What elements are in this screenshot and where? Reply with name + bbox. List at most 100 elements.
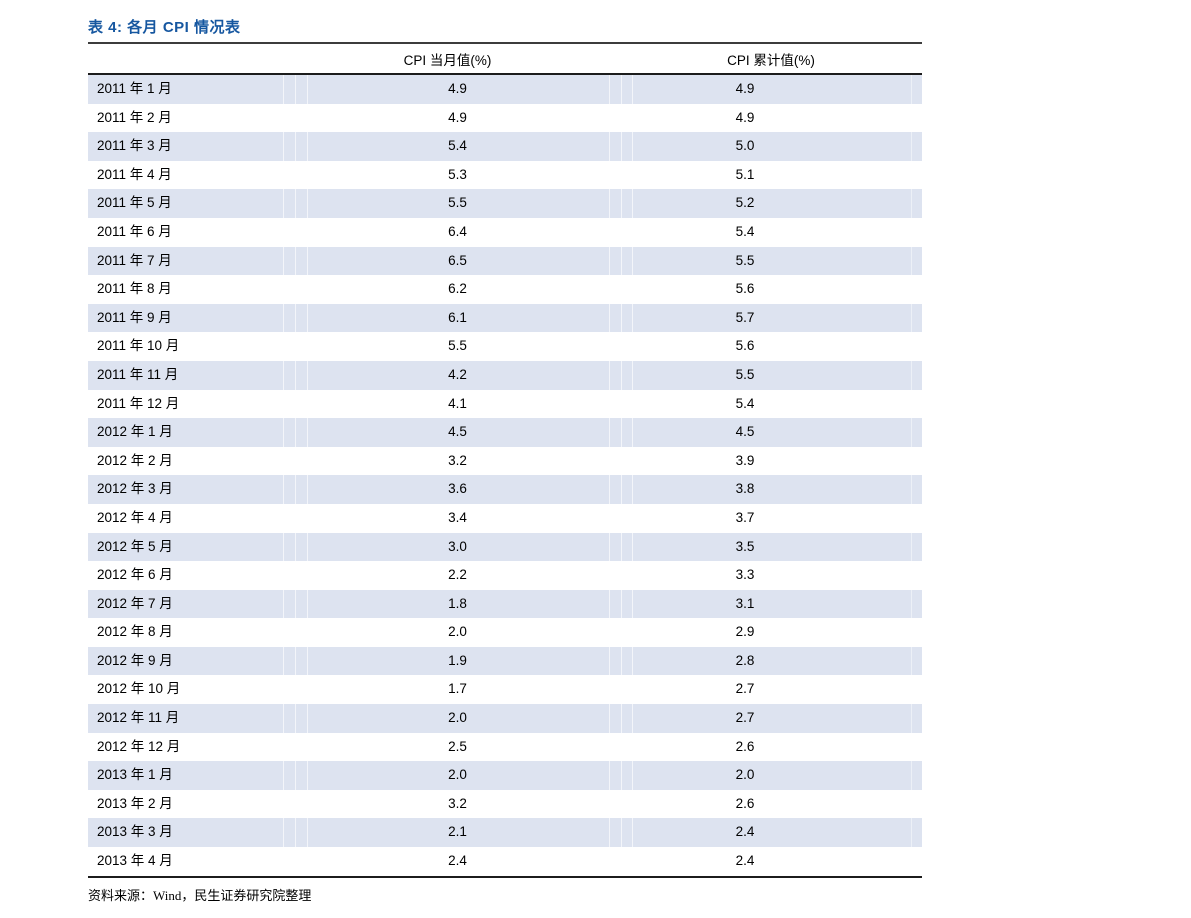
cpi-current-cell: 5.4 — [448, 138, 467, 154]
cpi-current-cell: 6.4 — [448, 223, 467, 239]
table-row: 2012 年 8 月 2.0 2.9 — [88, 618, 922, 647]
cpi-current-cell: 2.0 — [448, 624, 467, 640]
month-cell: 2011 年 4 月 — [97, 166, 172, 182]
month-cell: 2013 年 4 月 — [97, 853, 173, 869]
month-cell: 2012 年 6 月 — [97, 567, 173, 583]
cpi-cumulative-cell: 2.6 — [735, 795, 755, 811]
cpi-cumulative-cell: 2.7 — [735, 710, 755, 726]
cpi-cumulative-cell: 5.6 — [735, 338, 755, 354]
cpi-current-cell: 4.2 — [448, 366, 467, 382]
cpi-current-cell: 1.9 — [448, 652, 467, 668]
cpi-current-cell: 2.5 — [448, 738, 467, 754]
cpi-cumulative-cell: 5.4 — [735, 395, 755, 411]
table-row: 2011 年 4 月 5.3 5.1 — [88, 161, 922, 190]
cpi-cumulative-cell: 3.7 — [735, 509, 755, 525]
table-row: 2011 年 10 月 5.5 5.6 — [88, 332, 922, 361]
cpi-current-cell: 4.9 — [448, 81, 467, 96]
cpi-cumulative-cell: 5.1 — [735, 166, 755, 182]
table-row: 2012 年 4 月 3.4 3.7 — [88, 504, 922, 533]
cpi-current-cell: 4.9 — [448, 109, 467, 125]
cpi-cumulative-cell: 5.5 — [735, 366, 755, 382]
table-row: 2012 年 3 月 3.6 3.8 — [88, 475, 922, 504]
table-row: 2011 年 12 月 4.1 5.4 — [88, 390, 922, 419]
table-header: CPI 当月值(%) CPI 累计值(%) — [88, 44, 922, 75]
month-cell: 2012 年 9 月 — [97, 652, 173, 668]
month-cell: 2011 年 7 月 — [97, 252, 172, 268]
table-row: 2013 年 4 月 2.4 2.4 — [88, 847, 922, 876]
cpi-cumulative-cell: 3.3 — [735, 567, 755, 583]
month-cell: 2011 年 1 月 — [97, 81, 172, 96]
month-cell: 2012 年 10 月 — [97, 681, 181, 697]
cpi-current-cell: 2.1 — [448, 824, 467, 840]
table-row: 2012 年 6 月 2.2 3.3 — [88, 561, 922, 590]
table-row: 2012 年 10 月 1.7 2.7 — [88, 675, 922, 704]
cpi-cumulative-cell: 3.1 — [735, 595, 755, 611]
cpi-current-cell: 5.3 — [448, 166, 467, 182]
cpi-current-cell: 4.1 — [448, 395, 467, 411]
month-cell: 2011 年 2 月 — [97, 109, 172, 125]
cpi-current-cell: 6.5 — [448, 252, 467, 268]
cpi-cumulative-cell: 5.4 — [735, 223, 755, 239]
cpi-current-cell: 2.0 — [448, 767, 467, 783]
month-cell: 2013 年 3 月 — [97, 824, 173, 840]
table-row: 2011 年 11 月 4.2 5.5 — [88, 360, 922, 390]
cpi-cumulative-cell: 2.4 — [735, 853, 755, 869]
month-cell: 2012 年 5 月 — [97, 538, 173, 554]
table-row: 2013 年 3 月 2.1 2.4 — [88, 818, 922, 848]
table-row: 2011 年 7 月 6.5 5.5 — [88, 246, 922, 276]
table-row: 2011 年 2 月 4.9 4.9 — [88, 104, 922, 133]
table-row: 2011 年 1 月 4.9 4.9 — [88, 75, 922, 104]
month-cell: 2011 年 9 月 — [97, 309, 172, 325]
cpi-current-cell: 3.6 — [448, 481, 467, 497]
table-row: 2012 年 2 月 3.2 3.9 — [88, 447, 922, 476]
cpi-current-cell: 6.2 — [448, 281, 467, 297]
table-row: 2012 年 1 月 4.5 4.5 — [88, 418, 922, 447]
month-cell: 2011 年 11 月 — [97, 366, 179, 382]
cpi-cumulative-cell: 4.9 — [735, 81, 755, 96]
table-body: 2011 年 1 月 4.9 4.9 2011 年 2 月 4.9 4.9 2011 年… — [88, 75, 922, 878]
table-row: 2012 年 12 月 2.5 2.6 — [88, 733, 922, 762]
table-row: 2011 年 3 月 5.4 5.0 — [88, 132, 922, 161]
month-cell: 2011 年 12 月 — [97, 395, 180, 411]
cpi-current-cell: 3.2 — [448, 452, 467, 468]
cpi-cumulative-cell: 5.5 — [735, 252, 755, 268]
table-row: 2011 年 5 月 5.5 5.2 — [88, 189, 922, 218]
table-row: 2012 年 5 月 3.0 3.5 — [88, 532, 922, 562]
month-cell: 2011 年 3 月 — [97, 138, 172, 154]
column-header-cpi-current: CPI 当月值(%) — [403, 52, 492, 68]
month-cell: 2011 年 10 月 — [97, 338, 180, 354]
cpi-cumulative-cell: 2.7 — [735, 681, 755, 697]
month-cell: 2012 年 2 月 — [97, 452, 173, 468]
table-title: 表 4: 各月 CPI 情况表 — [88, 19, 241, 36]
cpi-cumulative-cell: 3.9 — [735, 452, 755, 468]
column-header-cpi-cumulative: CPI 累计值(%) — [727, 52, 815, 68]
cpi-current-cell: 5.5 — [448, 338, 467, 354]
cpi-cumulative-cell: 3.5 — [735, 538, 755, 554]
cpi-cumulative-cell: 3.8 — [735, 481, 755, 497]
cpi-cumulative-cell: 2.0 — [735, 767, 755, 783]
cpi-current-cell: 5.5 — [448, 195, 467, 211]
month-cell: 2013 年 1 月 — [97, 767, 173, 783]
month-cell: 2012 年 11 月 — [97, 710, 180, 726]
month-cell: 2012 年 1 月 — [97, 424, 173, 440]
cpi-cumulative-cell: 5.7 — [735, 309, 755, 325]
table-row: 2012 年 11 月 2.0 2.7 — [88, 704, 922, 733]
month-cell: 2011 年 5 月 — [97, 195, 172, 211]
cpi-cumulative-cell: 5.0 — [735, 138, 755, 154]
month-cell: 2012 年 12 月 — [97, 738, 181, 754]
title-rule — [88, 42, 922, 44]
cpi-cumulative-cell: 4.5 — [735, 424, 755, 440]
source-note: 资料来源：Wind，民生证券研究院整理 — [88, 887, 312, 903]
cpi-current-cell: 2.4 — [448, 853, 467, 869]
table-row: 2013 年 2 月 3.2 2.6 — [88, 790, 922, 819]
cpi-cumulative-cell: 2.8 — [735, 652, 755, 668]
table-row: 2011 年 8 月 6.2 5.6 — [88, 275, 922, 304]
cpi-current-cell: 2.0 — [448, 710, 467, 726]
month-cell: 2011 年 6 月 — [97, 223, 172, 239]
month-cell: 2012 年 8 月 — [97, 624, 173, 640]
cpi-table: 表 4: 各月 CPI 情况表 CPI 当月值(%) CPI 累计值(%) 20… — [88, 16, 922, 904]
cpi-current-cell: 1.7 — [448, 681, 467, 697]
cpi-cumulative-cell: 4.9 — [735, 109, 755, 125]
month-cell: 2011 年 8 月 — [97, 281, 172, 297]
month-cell: 2012 年 4 月 — [97, 509, 173, 525]
